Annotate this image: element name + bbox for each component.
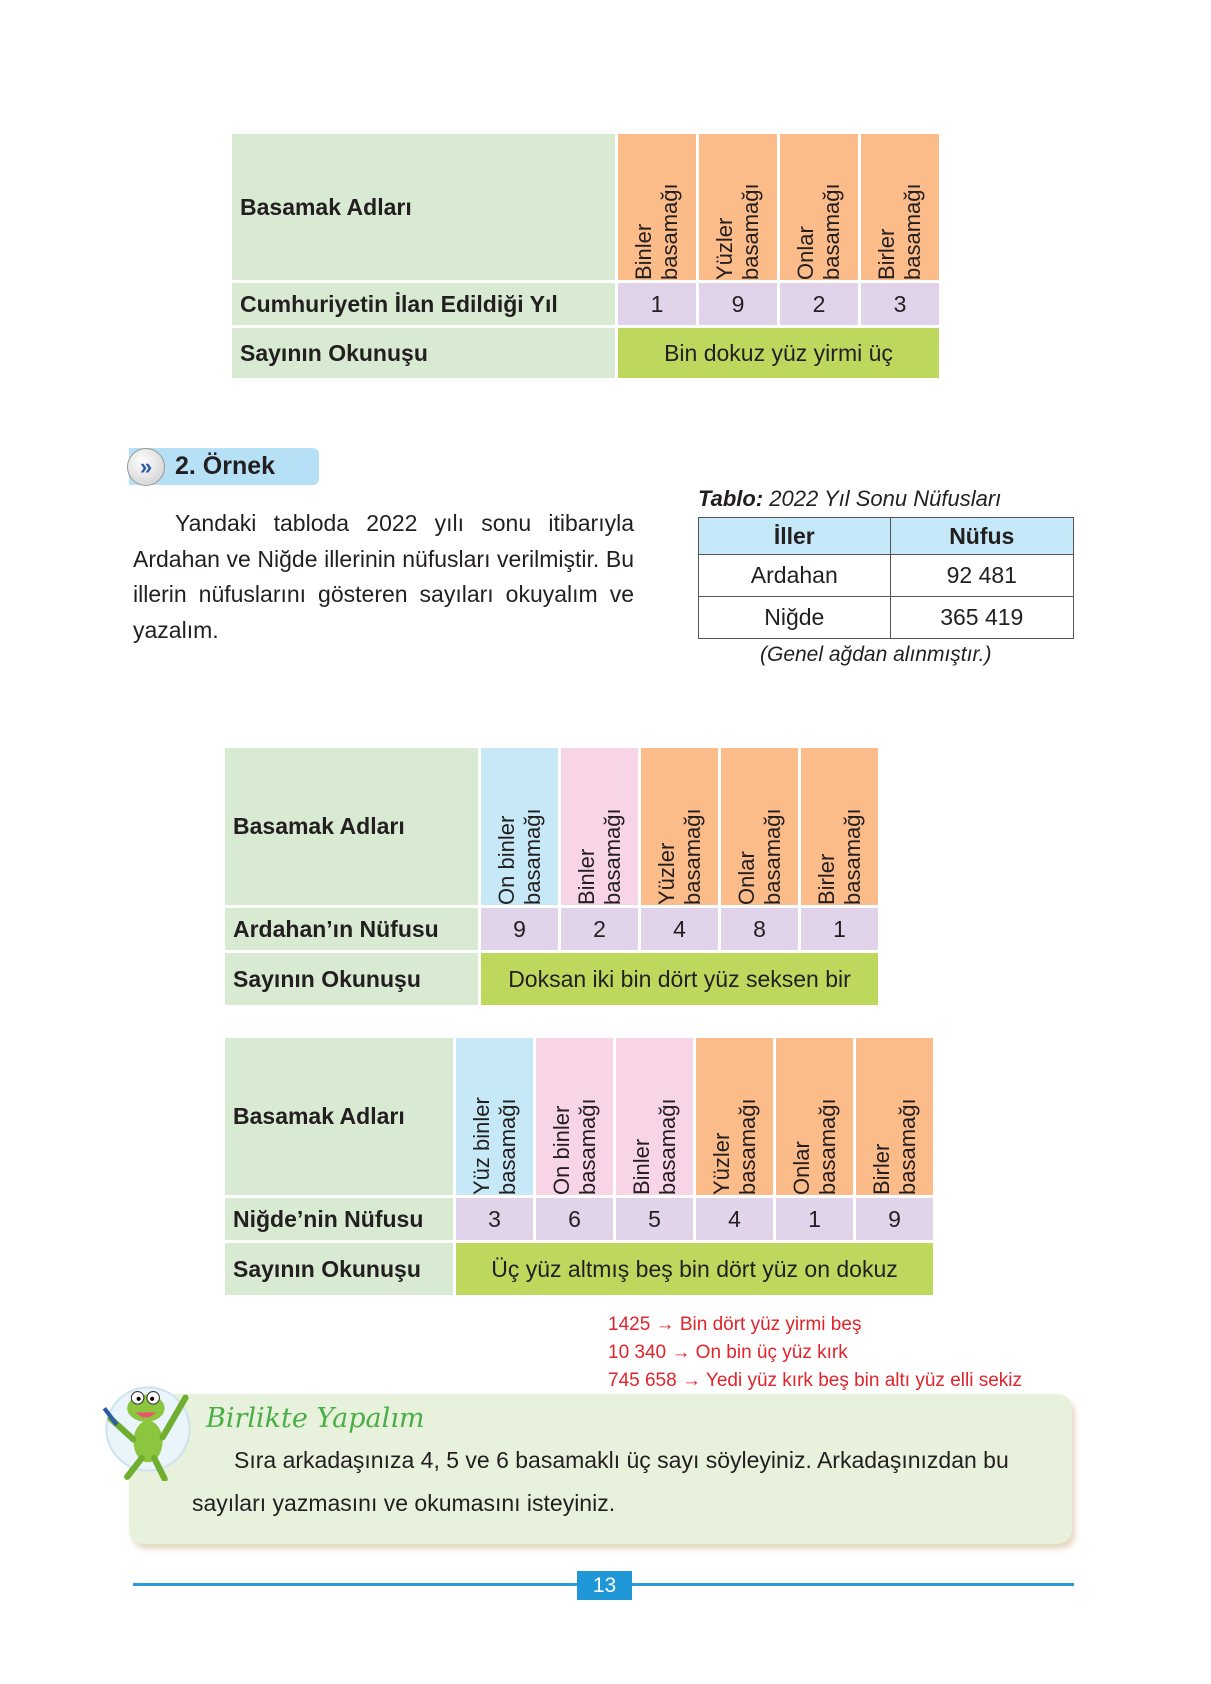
column-header: Onlar basamağı <box>776 1038 853 1195</box>
table-source: (Genel ağdan alınmıştır.) <box>760 643 992 666</box>
header-provinces: İller <box>698 517 891 555</box>
handwritten-note: 10 340 → On bin üç yüz kırk <box>608 1342 848 1363</box>
header-population: Nüfus <box>889 517 1075 555</box>
example-heading: » 2. Örnek <box>127 448 319 486</box>
digit-cell: 2 <box>780 283 858 325</box>
digit-cell: 1 <box>618 283 696 325</box>
column-header: Birler basamağı <box>801 748 878 905</box>
column-header-text: Binler basamağı <box>573 808 625 905</box>
row-label-reading: Sayının Okunuşu <box>225 1243 453 1295</box>
reading-cell: Üç yüz altmış beş bin dört yüz on dokuz <box>456 1243 933 1295</box>
column-header-text: Onlar basamağı <box>788 1098 840 1195</box>
column-header: Birler basamağı <box>856 1038 933 1195</box>
digit-cell: 5 <box>616 1198 693 1240</box>
caption-bold: Tablo: <box>698 486 764 511</box>
digit-cell: 9 <box>481 908 558 950</box>
column-header: Onlar basamağı <box>780 134 858 280</box>
digit-cell: 9 <box>856 1198 933 1240</box>
column-header: Yüzler basamağı <box>641 748 718 905</box>
row-label-reading: Sayının Okunuşu <box>225 953 478 1005</box>
column-header-text: Birler basamağı <box>874 183 925 280</box>
digit-cell: 2 <box>561 908 638 950</box>
column-header: On binler basamağı <box>536 1038 613 1195</box>
population-table: İller Nüfus Ardahan 92 481 Niğde 365 419 <box>698 517 1075 639</box>
handwritten-note: 1425 → Bin dört yüz yirmi beş <box>608 1314 862 1335</box>
reading-cell: Doksan iki bin dört yüz seksen bir <box>481 953 878 1005</box>
activity-text-line1: Sıra arkadaşınıza 4, 5 ve 6 basamaklı üç… <box>234 1447 1009 1473</box>
column-header-text: Birler basamağı <box>868 1098 920 1195</box>
column-header: Yüzler basamağı <box>699 134 777 280</box>
table-header-row: İller Nüfus <box>698 517 1075 555</box>
column-header: Birler basamağı <box>861 134 939 280</box>
digit-cell: 4 <box>696 1198 773 1240</box>
example-title: 2. Örnek <box>175 452 276 480</box>
column-header-text: Onlar basamağı <box>793 183 844 280</box>
column-header-text: Onlar basamağı <box>733 808 785 905</box>
example-paragraph: Yandaki tabloda 2022 yılı sonu itibarıyl… <box>133 506 634 648</box>
digit-cell: 4 <box>641 908 718 950</box>
cell-population: 92 481 <box>889 554 1075 597</box>
digit-cell: 9 <box>699 283 777 325</box>
column-header: Binler basamağı <box>616 1038 693 1195</box>
digit-cell: 1 <box>801 908 878 950</box>
column-header-text: Binler basamağı <box>628 1098 680 1195</box>
column-header-text: On binler basamağı <box>548 1098 600 1195</box>
column-header: Yüzler basamağı <box>696 1038 773 1195</box>
cell-population: 365 419 <box>889 596 1075 639</box>
column-header-text: On binler basamağı <box>493 808 545 905</box>
row-label-number: Ardahan’ın Nüfusu <box>225 908 478 950</box>
double-chevron-right-icon: » <box>127 448 165 486</box>
row-label-place-names: Basamak Adları <box>232 134 615 280</box>
column-header-text: Yüzler basamağı <box>712 183 763 280</box>
cell-province: Niğde <box>698 596 891 639</box>
table-row: Ardahan 92 481 <box>698 554 1075 597</box>
row-label-place-names: Basamak Adları <box>225 748 478 905</box>
handwritten-note: 745 658 → Yedi yüz kırk beş bin altı yüz… <box>608 1370 1023 1391</box>
table-caption: Tablo: 2022 Yıl Sonu Nüfusları <box>698 486 1001 512</box>
column-header: Onlar basamağı <box>721 748 798 905</box>
row-label-reading: Sayının Okunuşu <box>232 328 615 378</box>
digit-cell: 3 <box>456 1198 533 1240</box>
frog-mascot-icon <box>102 1386 191 1481</box>
digit-cell: 6 <box>536 1198 613 1240</box>
digit-cell: 1 <box>776 1198 853 1240</box>
activity-title: Birlikte Yapalım <box>206 1403 425 1434</box>
column-header-text: Yüzler basamağı <box>708 1098 760 1195</box>
page-number: 13 <box>577 1571 632 1600</box>
activity-text-line2: sayıları yazmasını ve okumasını isteyini… <box>192 1490 616 1516</box>
reading-cell: Bin dokuz yüz yirmi üç <box>618 328 939 378</box>
column-header-text: Yüzler basamağı <box>653 808 705 905</box>
place-value-table-1923: Basamak Adları Binler basamağı Yüzler basama… <box>232 134 939 378</box>
column-header: Binler basamağı <box>618 134 696 280</box>
paragraph-text: Yandaki tabloda 2022 yılı sonu itibarıyl… <box>133 510 634 643</box>
digit-cell: 3 <box>861 283 939 325</box>
table-row: Niğde 365 419 <box>698 596 1075 639</box>
column-header: Binler basamağı <box>561 748 638 905</box>
column-header: Yüz binler basamağı <box>456 1038 533 1195</box>
place-value-table-nigde: Basamak Adları Yüz binler basamağı On binle… <box>225 1038 933 1295</box>
row-label-number: Cumhuriyetin İlan Edildiği Yıl <box>232 283 615 325</box>
digit-cell: 8 <box>721 908 798 950</box>
column-header-text: Yüz binler basamağı <box>468 1097 520 1195</box>
column-header-text: Binler basamağı <box>631 183 682 280</box>
row-label-number: Niğde’nin Nüfusu <box>225 1198 453 1240</box>
column-header-text: Birler basamağı <box>813 808 865 905</box>
activity-box <box>129 1394 1072 1544</box>
caption-text: 2022 Yıl Sonu Nüfusları <box>763 486 1002 511</box>
column-header: On binler basamağı <box>481 748 558 905</box>
row-label-place-names: Basamak Adları <box>225 1038 453 1195</box>
place-value-table-ardahan: Basamak Adları On binler basamağı Binler bas… <box>225 748 878 1005</box>
cell-province: Ardahan <box>698 554 891 597</box>
